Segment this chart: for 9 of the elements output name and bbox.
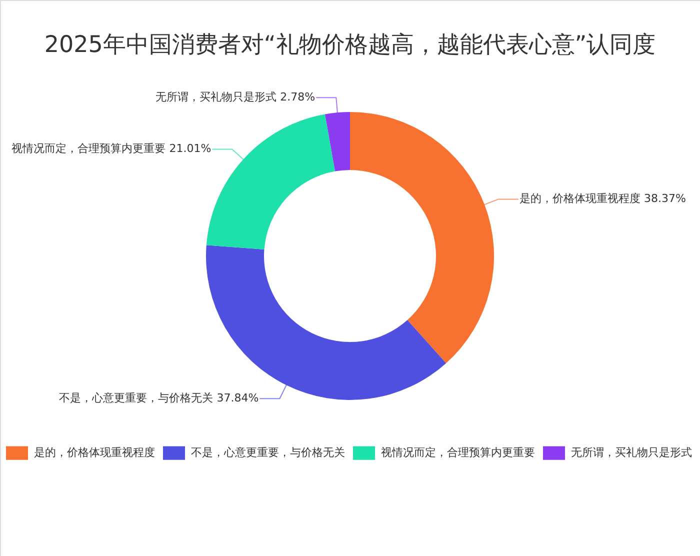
category-label: 是的，价格体现重视程度 38.37%	[520, 192, 686, 206]
chart-title: 2025年中国消费者对“礼物价格越高，越能代表心意”认同度	[44, 32, 656, 58]
category-label: 无所谓，买礼物只是形式 2.78%	[156, 90, 316, 104]
legend-label: 无所谓，买礼物只是形式	[571, 446, 692, 460]
legend-label: 是的，价格体现重视程度	[34, 446, 155, 460]
legend-label: 视情况而定，合理预算内更重要	[381, 446, 535, 460]
category-label: 不是，心意更重要，与价格无关 37.84%	[59, 392, 259, 405]
category-label: 视情况而定，合理预算内更重要 21.01%	[12, 142, 212, 156]
legend-label: 不是，心意更重要，与价格无关	[191, 446, 345, 460]
